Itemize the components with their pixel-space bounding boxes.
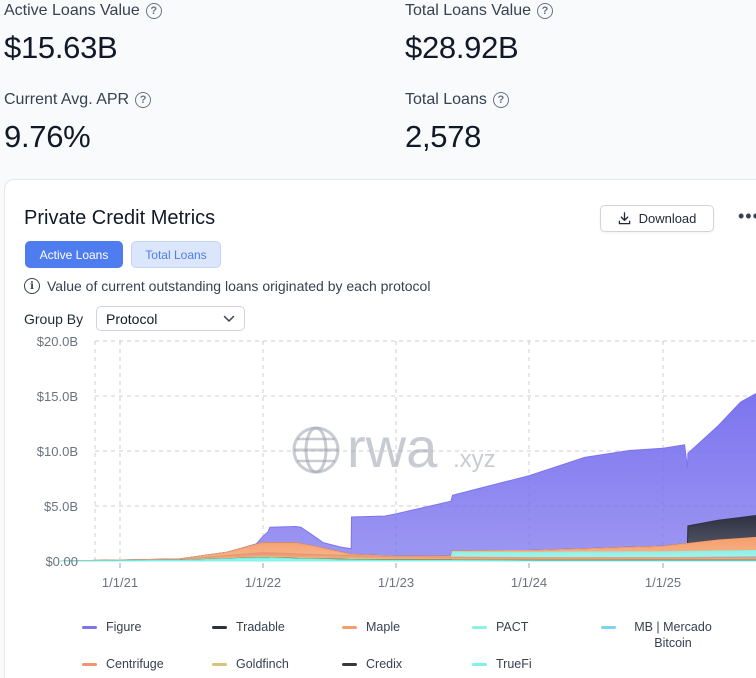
legend-item[interactable]: Centrifuge <box>82 656 164 672</box>
group-by-label: Group By <box>24 311 84 327</box>
legend-swatch <box>472 626 487 629</box>
info-icon: i <box>24 278 40 294</box>
download-button[interactable]: Download <box>600 205 714 232</box>
legend-item[interactable]: Tradable <box>212 619 285 635</box>
legend-label: PACT <box>496 620 529 634</box>
legend-item[interactable]: Figure <box>82 619 141 635</box>
globe-icon <box>292 426 340 474</box>
help-icon[interactable]: ? <box>537 3 554 19</box>
legend-label: Goldfinch <box>236 657 289 671</box>
legend-item[interactable]: Goldfinch <box>212 656 289 672</box>
x-tick-label: 1/1/22 <box>245 575 281 590</box>
legend-label: Maple <box>366 620 401 634</box>
card-title: Private Credit Metrics <box>24 207 216 229</box>
download-label: Download <box>638 211 697 226</box>
legend-item[interactable]: PACT <box>472 619 528 635</box>
watermark-main: rwa <box>347 416 438 479</box>
legend-label: Tradable <box>236 620 285 634</box>
legend-label: Centrifuge <box>106 657 164 671</box>
group-by-value: Protocol <box>106 310 158 327</box>
legend-swatch <box>82 663 97 666</box>
legend-swatch <box>212 663 227 666</box>
legend-label: Figure <box>106 620 142 634</box>
help-icon[interactable]: ? <box>135 92 152 108</box>
legend-item[interactable]: Credix <box>342 656 402 672</box>
stat-label: Total Loans Value <box>405 2 532 19</box>
y-tick-label: $10.0B <box>37 444 78 459</box>
stat-label: Total Loans <box>405 91 487 108</box>
description-text: Value of current outstanding loans origi… <box>47 278 431 294</box>
chart-description: i Value of current outstanding loans ori… <box>24 278 430 294</box>
x-tick-label: 1/1/25 <box>645 575 681 590</box>
legend-label: TrueFi <box>496 657 532 671</box>
legend-swatch <box>82 626 97 629</box>
legend-item[interactable]: TrueFi <box>472 656 532 672</box>
stacked-area-chart: rwa .xyz $0.00 $5.0B $10.0B $15.0B $20.0B 1/1… <box>37 334 756 590</box>
stat-label: Current Avg. APR <box>4 91 130 108</box>
y-tick-label: $15.0B <box>37 389 78 404</box>
legend-swatch <box>342 626 357 629</box>
metrics-card <box>4 179 756 678</box>
stat-total-loans: Total Loans? 2,578 <box>405 91 509 155</box>
x-tick-label: 1/1/24 <box>511 575 547 590</box>
legend-swatch <box>472 663 487 666</box>
stat-active-loans-value: Active Loans Value? $15.63B <box>4 2 162 66</box>
stat-current-avg-apr: Current Avg. APR? 9.76% <box>4 91 152 155</box>
stat-value: $28.92B <box>405 30 519 65</box>
watermark-suffix: .xyz <box>453 446 496 473</box>
x-tick-label: 1/1/23 <box>378 575 414 590</box>
legend-swatch <box>212 626 227 629</box>
y-tick-label: $0.00 <box>45 554 78 569</box>
help-icon[interactable]: ? <box>145 3 162 19</box>
help-icon[interactable]: ? <box>492 92 509 108</box>
stat-value: 9.76% <box>4 119 91 154</box>
legend-label: Credix <box>366 657 403 671</box>
legend-item[interactable]: Maple <box>342 619 400 635</box>
more-options-icon[interactable]: ••• <box>738 206 756 226</box>
tab-active-loans[interactable]: Active Loans <box>25 241 123 268</box>
stat-label: Active Loans Value <box>4 2 140 19</box>
legend-swatch <box>601 626 616 629</box>
x-tick-label: 1/1/21 <box>102 575 138 590</box>
rwa-watermark: rwa .xyz <box>292 416 496 479</box>
tab-total-loans[interactable]: Total Loans <box>131 241 221 268</box>
group-by-select[interactable]: Protocol <box>96 306 245 331</box>
y-tick-label: $20.0B <box>37 334 78 349</box>
legend-label: MB | Mercado Bitcoin <box>634 620 712 650</box>
y-tick-label: $5.0B <box>44 499 78 514</box>
area-truefi <box>60 557 756 562</box>
legend-swatch <box>342 663 357 666</box>
legend-item[interactable]: MB | Mercado Bitcoin <box>601 619 741 651</box>
stat-total-loans-value: Total Loans Value? $28.92B <box>405 2 554 66</box>
chevron-down-icon <box>223 315 235 322</box>
stat-value: $15.63B <box>4 30 118 65</box>
stat-value: 2,578 <box>405 119 482 154</box>
download-icon <box>618 212 630 225</box>
